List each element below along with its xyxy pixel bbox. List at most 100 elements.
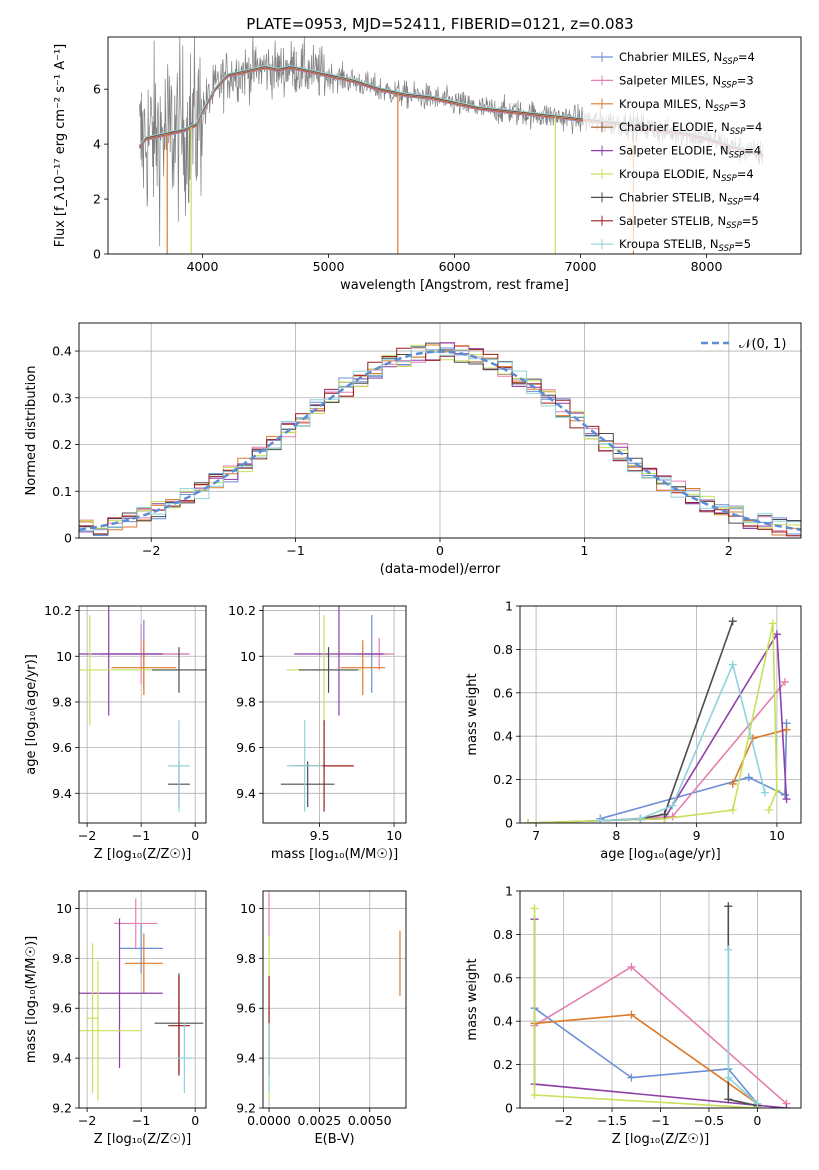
x-tick-label: 7 (532, 828, 540, 843)
plus-marker (772, 630, 781, 639)
panel-weight_vs_Z: −2 −1.5 −1 −0.5 0 0 0.2 0.4 0.6 0.8 1 Z [log₁₀(Z/Z☉… (465, 884, 802, 1147)
y-tick-label: 10.2 (228, 603, 256, 618)
plus-marker (627, 1010, 636, 1019)
plus-marker (660, 810, 669, 819)
errorbar-point-kroupa-miles (111, 640, 177, 696)
y-tick-label: 9.4 (236, 1051, 256, 1066)
legend-model-name: Chabrier ELODIE, N (619, 120, 730, 134)
legend-nssp-value: =3 (737, 73, 754, 87)
axes-frame (262, 890, 407, 1109)
x-tick-label: 10 (769, 828, 785, 843)
legend-entry: Salpeter STELIB, NSSP=5 (619, 214, 759, 231)
panel-residuals: −2 −1 0 1 2 0 0.1 0.2 0.3 0.4 (data-model)/error No… (24, 322, 802, 577)
plus-marker (753, 1099, 762, 1108)
legend: 𝒩(0, 1) (701, 337, 786, 352)
errorbar-point-chabrier-stelib (298, 647, 359, 693)
plus-marker (627, 962, 636, 971)
errorbar-point-kroupa-stelib (176, 1023, 193, 1094)
errorbar-point-salpeter-elodie (79, 918, 163, 1069)
y-tick-label: 4 (93, 137, 101, 152)
legend-entry: Chabrier STELIB, NSSP=4 (619, 190, 760, 207)
legend-entry: Salpeter MILES, NSSP=3 (619, 73, 754, 90)
legend-entry: Kroupa ELODIE, NSSP=4 (619, 167, 754, 184)
plus-marker (780, 677, 789, 686)
panel-spectrum: 4000 5000 6000 7000 8000 0 2 4 6 wavelength [Angs… (53, 36, 802, 293)
plus-marker (596, 816, 605, 823)
x-tick-label: 8000 (691, 259, 723, 274)
y-tick-label: 0 (505, 1101, 513, 1116)
y-axis-label: mass [log₁₀(M/M☉)] (24, 936, 39, 1063)
x-tick-label: −2 (554, 1113, 572, 1128)
figure-title: PLATE=0953, MJD=52411, FIBERID=0121, z=0… (246, 15, 633, 33)
y-tick-label: 0.8 (493, 642, 513, 657)
x-tick-label: −1 (286, 543, 304, 558)
y-tick-label: 0.4 (493, 729, 513, 744)
y-tick-label: 10 (240, 901, 256, 916)
legend-entry: Kroupa MILES, NSSP=3 (619, 97, 746, 114)
legend-model-name: Salpeter MILES, N (619, 73, 721, 87)
axes-frame (78, 890, 207, 1109)
y-tick-label: 9.8 (236, 951, 256, 966)
legend-nssp-value: =4 (744, 144, 761, 158)
x-tick-label: 0 (436, 543, 444, 558)
y-tick-label: 9.6 (52, 1001, 72, 1016)
axes-frame (78, 605, 207, 824)
y-tick-label: 0 (505, 816, 513, 831)
x-axis-label: Z [log₁₀(Z/Z☉)] (612, 1132, 709, 1147)
y-tick-label: 0.6 (493, 970, 513, 985)
errorbar-point-kroupa-miles (340, 640, 386, 696)
x-tick-label: 1 (580, 543, 588, 558)
legend-nssp-value: =3 (729, 97, 746, 111)
y-tick-label: 0.6 (493, 685, 513, 700)
x-tick-label: −1.5 (597, 1113, 627, 1128)
y-tick-label: 0 (64, 531, 72, 546)
plus-marker (724, 1073, 733, 1082)
legend-subscript: SSP (729, 151, 745, 161)
x-tick-label: −1 (132, 1113, 150, 1128)
plus-marker (768, 619, 777, 628)
x-tick-label: −2 (78, 1113, 96, 1128)
y-tick-label: 9.4 (236, 786, 256, 801)
y-tick-label: 9.8 (52, 694, 72, 709)
plot-area (79, 342, 801, 537)
plot-area (79, 606, 206, 812)
plus-marker (728, 779, 737, 788)
errorbar-point-kroupa-stelib (168, 720, 190, 812)
x-tick-label: −2 (78, 828, 96, 843)
legend-subscript: SSP (721, 80, 737, 90)
y-axis-label: age [log₁₀(age/yr)] (24, 654, 39, 775)
x-tick-label: 2 (725, 543, 733, 558)
plus-marker (728, 660, 737, 669)
plus-marker (782, 725, 791, 734)
legend-subscript: SSP (719, 244, 735, 254)
grid-lines (263, 606, 406, 823)
series-line-chabrier-miles (600, 723, 788, 820)
panel-weight_vs_age: 7 8 9 10 0 0.2 0.4 0.6 0.8 1 age [log₁₀(age/yr)] ma… (465, 599, 802, 862)
plot-area (79, 898, 204, 1101)
plus-marker (724, 945, 733, 954)
panel-mass_vs_EBV: 0.0000 0.0025 0.0050 9.2 9.4 9.6 9.8 10 E(B-V) (236, 890, 407, 1147)
x-tick-label: 0 (191, 1113, 199, 1128)
x-axis-label: age [log₁₀(age/yr)] (600, 847, 721, 862)
y-tick-label: 9.8 (236, 694, 256, 709)
y-tick-label: 9.4 (52, 786, 72, 801)
y-tick-label: 1 (505, 884, 513, 899)
legend-nssp-value: =4 (738, 50, 755, 64)
y-tick-label: 9.2 (236, 1101, 256, 1116)
y-tick-label: 0.2 (493, 772, 513, 787)
axes-frame (519, 890, 802, 1109)
y-tick-label: 0.4 (493, 1014, 513, 1029)
legend-model-name: Kroupa MILES, N (619, 97, 714, 111)
y-tick-label: 10 (56, 649, 72, 664)
x-tick-label: 0.0025 (298, 1113, 342, 1128)
errorbar-point-kroupa-elodie (79, 960, 142, 1101)
x-tick-label: 8 (612, 828, 620, 843)
histogram-step-kroupa-stelib (79, 346, 801, 532)
x-tick-label: 9.5 (310, 828, 330, 843)
histogram-step-chabrier-stelib (79, 342, 801, 535)
y-tick-label: 9.6 (236, 740, 256, 755)
axes-frame (107, 36, 802, 255)
y-tick-label: 0 (93, 247, 101, 262)
x-tick-label: −1 (132, 828, 150, 843)
plus-marker (530, 904, 539, 913)
